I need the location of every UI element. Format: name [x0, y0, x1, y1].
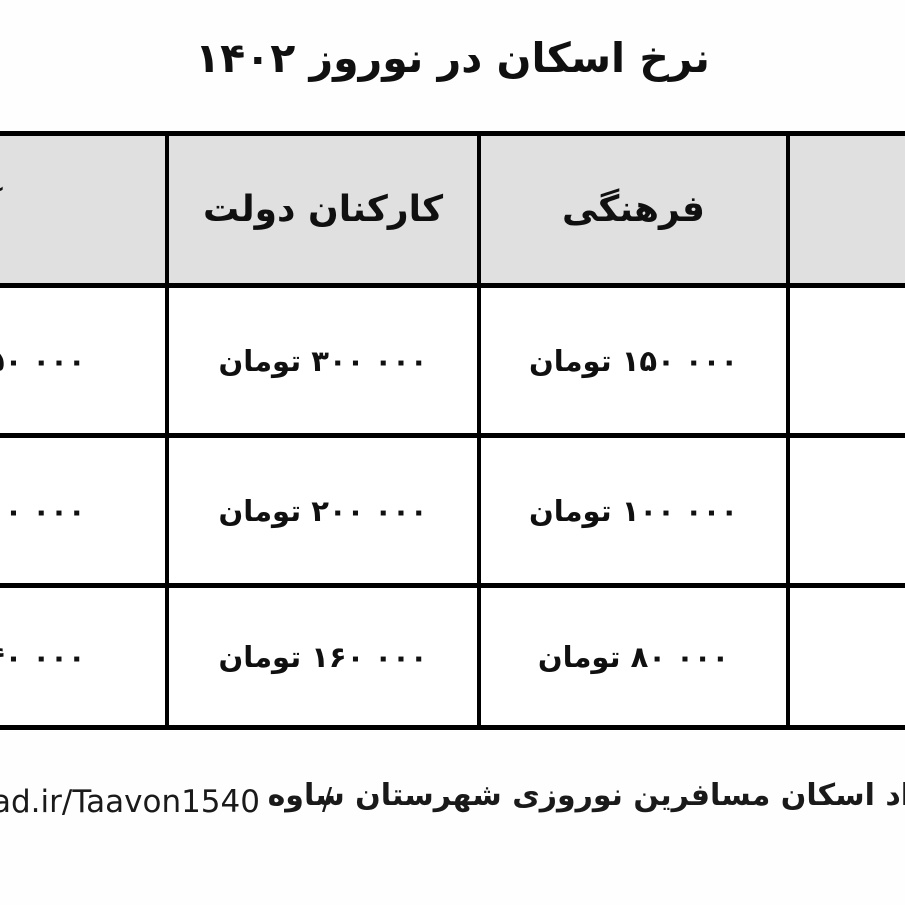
footer-separator: /: [322, 782, 333, 817]
farhangi-price: ۸۰ ۰۰۰ تومان: [477, 583, 790, 730]
table-row: ه ۸۰ ۰۰۰ تومان ۱۶۰ ۰۰۰ تومان ۲۴۰ ۰۰۰ توم…: [0, 583, 905, 730]
col-header-azad: آزاد: [0, 131, 169, 288]
azad-price: ۴۵۰ ۰۰۰ تومان: [0, 283, 169, 438]
room-name-cell: ره: [786, 283, 905, 438]
room-name-cell: ه: [786, 583, 905, 730]
header-row: اتاق فرهنگی کارکنان دولت آزاد: [0, 131, 905, 288]
footer-caption: اد اسکان مسافرین نوروزی شهرستان ساوه: [267, 778, 905, 813]
karkonan-price: ۱۶۰ ۰۰۰ تومان: [165, 583, 481, 730]
karkonan-price: ۲۰۰ ۰۰۰ تومان: [165, 433, 481, 588]
azad-price: ۳۰۰ ۰۰۰ تومان: [0, 433, 169, 588]
azad-price: ۲۴۰ ۰۰۰ تومان: [0, 583, 169, 730]
col-header-room: اتاق: [786, 131, 905, 288]
farhangi-price: ۱۰۰ ۰۰۰ تومان: [477, 433, 790, 588]
page-title: نرخ اسکان در نوروز ۱۴۰۲: [195, 34, 710, 82]
table-row: ره ۱۵۰ ۰۰۰ تومان ۳۰۰ ۰۰۰ تومان ۴۵۰ ۰۰۰ ت…: [0, 283, 905, 438]
table-row: ب ۱۰۰ ۰۰۰ تومان ۲۰۰ ۰۰۰ تومان ۳۰۰ ۰۰۰ تو…: [0, 433, 905, 588]
room-name-cell: ب: [786, 433, 905, 588]
col-header-karkonan: کارکنان دولت: [165, 131, 481, 288]
col-header-farhangi: فرهنگی: [477, 131, 790, 288]
rates-table: اتاق فرهنگی کارکنان دولت آزاد ره ۱۵۰ ۰۰۰…: [0, 131, 905, 730]
farhangi-price: ۱۵۰ ۰۰۰ تومان: [477, 283, 790, 438]
footer-channel-address: ad.ir/Taavon1540: [0, 784, 260, 820]
karkonan-price: ۳۰۰ ۰۰۰ تومان: [165, 283, 481, 438]
